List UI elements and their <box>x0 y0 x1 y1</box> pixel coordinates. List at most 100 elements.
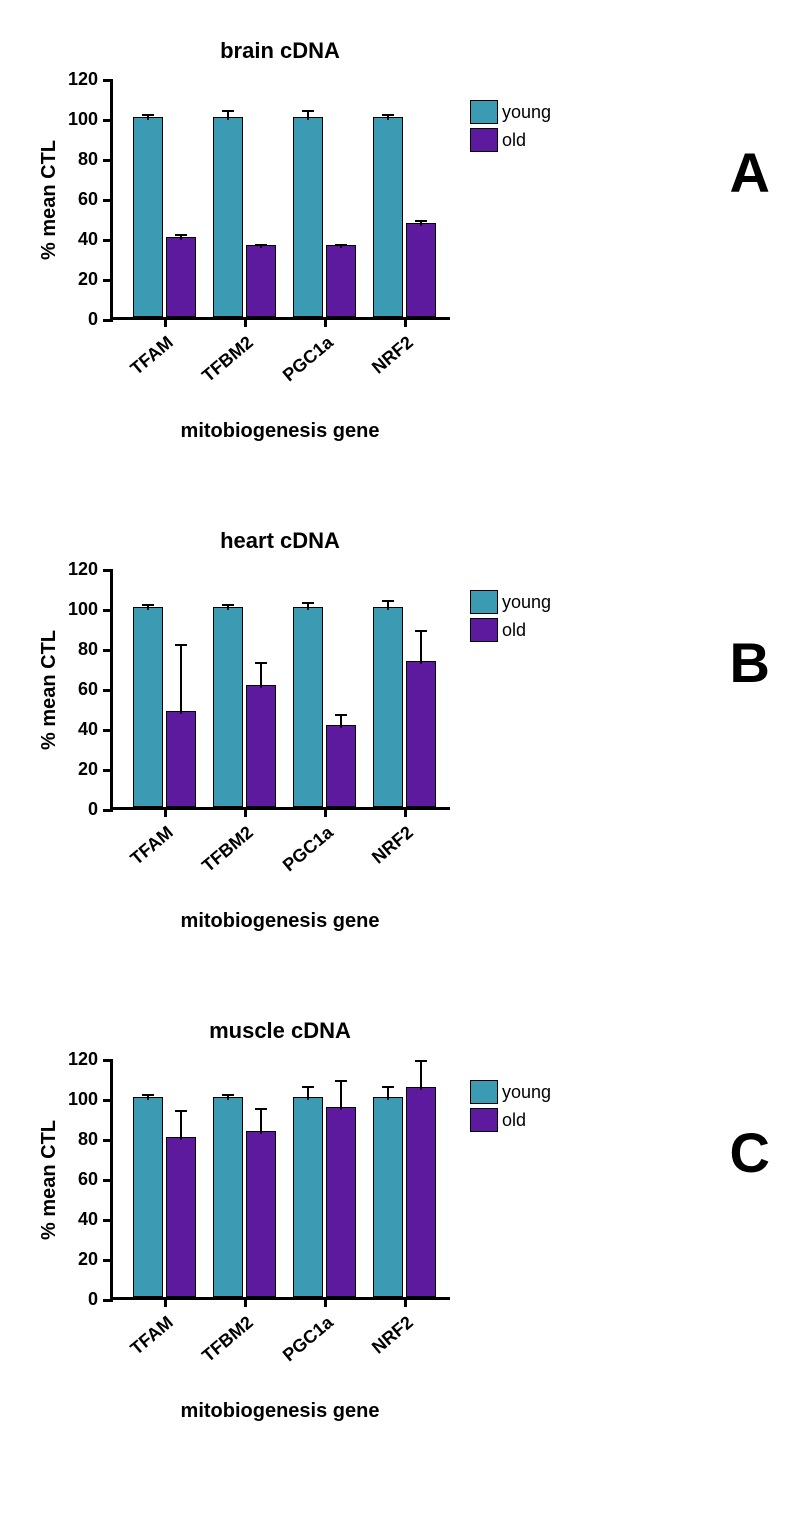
legend-label-old: old <box>502 620 526 641</box>
bar-old <box>406 661 436 807</box>
bar-young <box>213 607 243 807</box>
x-tick-label: NRF2 <box>343 1312 418 1380</box>
error-cap <box>302 602 314 604</box>
y-tick-label: 120 <box>58 69 98 90</box>
y-tick <box>103 1259 113 1262</box>
error-cap <box>415 220 427 222</box>
legend-label-old: old <box>502 1110 526 1131</box>
bar-young <box>133 1097 163 1297</box>
x-tick <box>164 807 167 817</box>
error-bar <box>307 1086 309 1100</box>
legend-item-young: young <box>470 100 551 124</box>
error-bar <box>420 630 422 664</box>
plot-area: 020406080100120TFAMTFBM2PGC1aNRF2 <box>110 570 450 810</box>
bar-old <box>166 1137 196 1297</box>
bar-young <box>133 607 163 807</box>
error-bar <box>180 1110 182 1140</box>
y-tick-label: 100 <box>58 1089 98 1110</box>
x-tick-label: TFAM <box>103 822 178 890</box>
x-tick <box>404 317 407 327</box>
x-tick <box>324 1297 327 1307</box>
error-bar <box>340 714 342 728</box>
error-bar <box>387 1086 389 1100</box>
error-cap <box>255 1108 267 1110</box>
bar-old <box>246 245 276 317</box>
y-tick-label: 20 <box>58 759 98 780</box>
x-tick-label: PGC1a <box>263 822 338 890</box>
y-tick <box>103 319 113 322</box>
legend-swatch-old <box>470 1108 498 1132</box>
legend-item-young: young <box>470 1080 551 1104</box>
y-tick <box>103 239 113 242</box>
chart-panel: muscle cDNAC% mean CTLmitobiogenesis gen… <box>0 1000 800 1490</box>
chart-panel: heart cDNAB% mean CTLmitobiogenesis gene… <box>0 510 800 1000</box>
error-cap <box>175 644 187 646</box>
error-bar <box>420 1060 422 1090</box>
x-tick <box>404 1297 407 1307</box>
error-cap <box>255 662 267 664</box>
error-cap <box>302 110 314 112</box>
x-tick-label: NRF2 <box>343 822 418 890</box>
y-tick-label: 0 <box>58 799 98 820</box>
bar-old <box>246 1131 276 1297</box>
bar-old <box>406 1087 436 1297</box>
legend: young old <box>470 1080 551 1136</box>
legend-label-young: young <box>502 102 551 123</box>
error-cap <box>175 1110 187 1112</box>
chart-title: muscle cDNA <box>110 1018 450 1044</box>
x-tick <box>404 807 407 817</box>
legend-item-old: old <box>470 618 551 642</box>
error-bar <box>260 662 262 688</box>
plot-area: 020406080100120TFAMTFBM2PGC1aNRF2 <box>110 80 450 320</box>
y-tick-label: 40 <box>58 719 98 740</box>
x-tick-label: PGC1a <box>263 1312 338 1380</box>
legend: young old <box>470 100 551 156</box>
legend-swatch-young <box>470 100 498 124</box>
bar-old <box>246 685 276 807</box>
x-axis-label: mitobiogenesis gene <box>110 1400 450 1423</box>
error-cap <box>222 110 234 112</box>
x-tick <box>244 1297 247 1307</box>
y-tick <box>103 1059 113 1062</box>
error-cap <box>415 1060 427 1062</box>
y-tick <box>103 199 113 202</box>
x-tick-label: TFBM2 <box>183 332 258 400</box>
y-tick <box>103 569 113 572</box>
bar-old <box>326 1107 356 1297</box>
y-tick-label: 0 <box>58 1289 98 1310</box>
panel-letter: C <box>730 1120 770 1185</box>
y-tick-label: 100 <box>58 599 98 620</box>
bar-young <box>293 1097 323 1297</box>
legend-swatch-young <box>470 1080 498 1104</box>
y-tick-label: 20 <box>58 1249 98 1270</box>
legend-swatch-old <box>470 128 498 152</box>
error-bar <box>180 644 182 714</box>
x-tick-label: TFAM <box>103 332 178 400</box>
plot-area: 020406080100120TFAMTFBM2PGC1aNRF2 <box>110 1060 450 1300</box>
x-tick-label: TFAM <box>103 1312 178 1380</box>
legend-swatch-old <box>470 618 498 642</box>
x-tick <box>164 317 167 327</box>
y-tick <box>103 1099 113 1102</box>
bar-young <box>213 1097 243 1297</box>
error-cap <box>335 1080 347 1082</box>
y-tick <box>103 119 113 122</box>
error-cap <box>335 714 347 716</box>
x-axis-label: mitobiogenesis gene <box>110 910 450 933</box>
y-tick-label: 0 <box>58 309 98 330</box>
y-tick-label: 80 <box>58 1129 98 1150</box>
legend-label-young: young <box>502 592 551 613</box>
bar-young <box>133 117 163 317</box>
x-tick-label: NRF2 <box>343 332 418 400</box>
bar-old <box>166 237 196 317</box>
y-tick-label: 60 <box>58 189 98 210</box>
legend-label-old: old <box>502 130 526 151</box>
y-tick-label: 60 <box>58 1169 98 1190</box>
chart-title: heart cDNA <box>110 528 450 554</box>
bar-young <box>213 117 243 317</box>
legend-label-young: young <box>502 1082 551 1103</box>
y-tick-label: 20 <box>58 269 98 290</box>
x-tick <box>244 317 247 327</box>
x-tick <box>324 317 327 327</box>
error-cap <box>222 1094 234 1096</box>
